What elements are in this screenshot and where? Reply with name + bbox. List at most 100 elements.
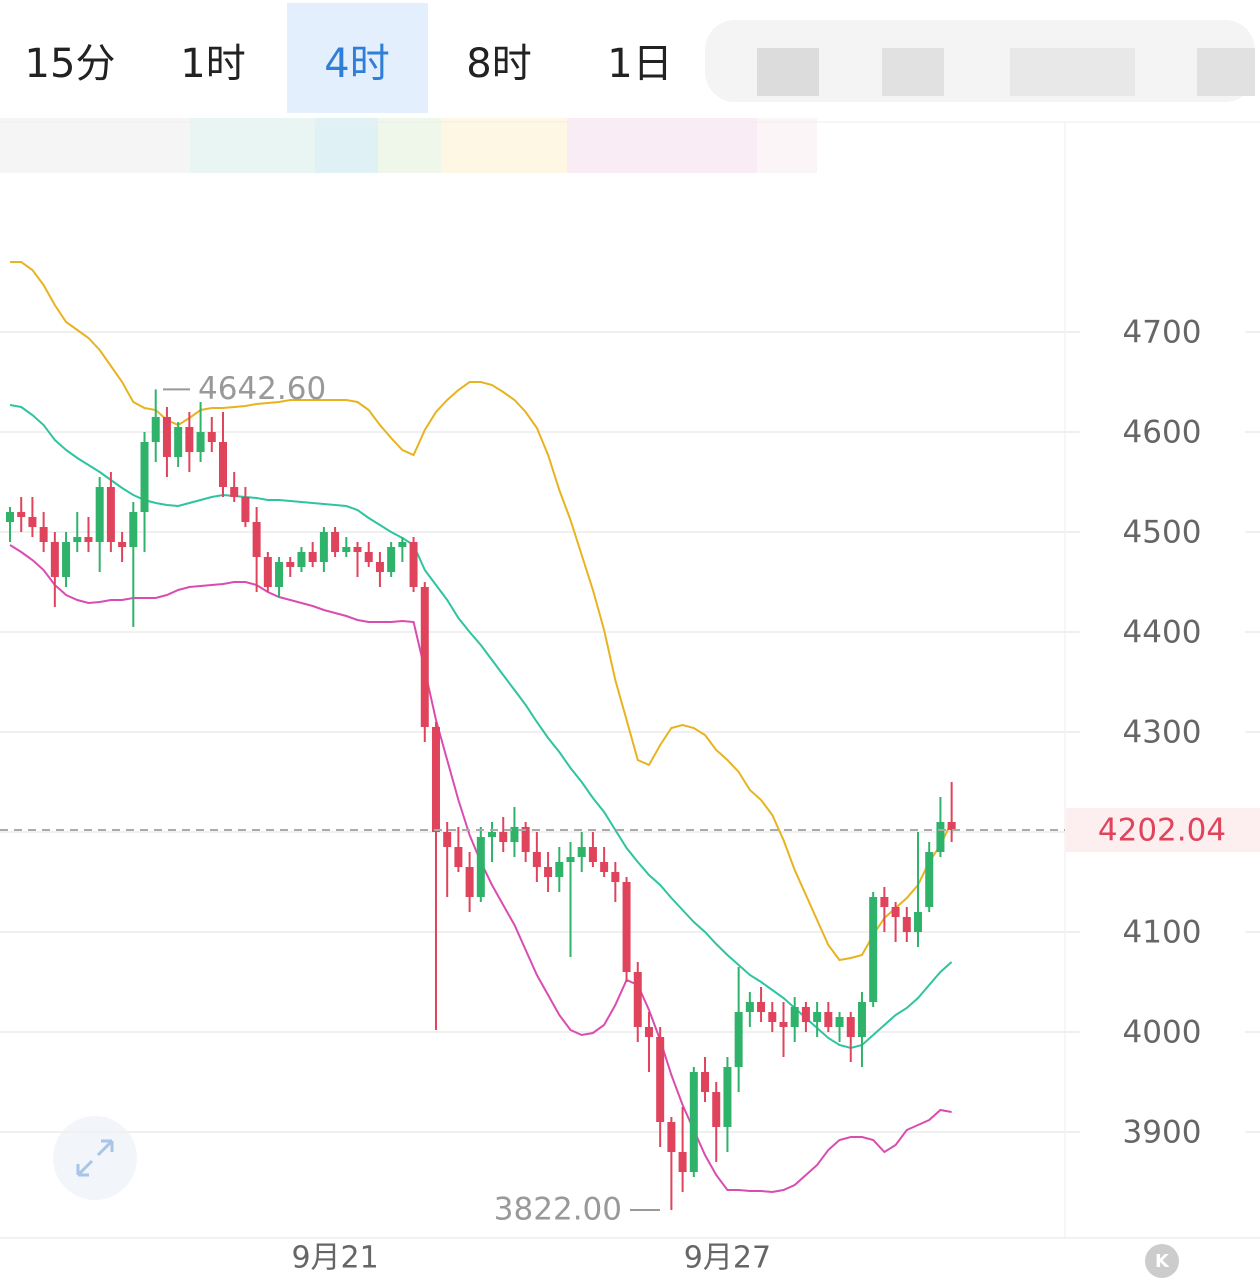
candle-body	[465, 867, 474, 897]
candle-body	[151, 417, 160, 442]
candle-body	[275, 562, 284, 587]
candle-body	[914, 912, 923, 932]
candle-body	[824, 1012, 833, 1027]
candle-body	[73, 537, 82, 542]
candle-body	[308, 552, 317, 562]
candle-body	[622, 882, 631, 972]
candle-body	[768, 1012, 777, 1022]
candle-body	[6, 512, 14, 522]
candle-body	[174, 427, 183, 457]
expand-bg[interactable]	[53, 1116, 137, 1200]
candle-body	[207, 432, 216, 442]
expand-button[interactable]	[53, 1116, 137, 1200]
candle-body	[577, 847, 586, 857]
candle-body	[600, 862, 609, 872]
y-tick-label: 4600	[1123, 415, 1202, 451]
blur	[315, 118, 378, 173]
candle-body	[454, 847, 463, 867]
candle-body	[846, 1017, 855, 1037]
candle-body	[50, 542, 59, 577]
logo: K	[1155, 1251, 1170, 1272]
annotation-label: 3822.00	[494, 1192, 622, 1228]
candle-body	[510, 827, 519, 842]
candle-body	[185, 427, 194, 452]
tab[interactable]: 1时	[180, 41, 245, 87]
candle-body	[84, 537, 93, 542]
candle-body	[869, 897, 878, 1002]
candle-body	[230, 487, 239, 497]
blur	[378, 118, 441, 173]
tab-selected-bg[interactable]	[287, 3, 428, 113]
blur	[1010, 48, 1135, 96]
tab[interactable]: 8时	[466, 41, 531, 87]
candle-body	[499, 832, 508, 842]
expand-icon	[76, 1139, 114, 1177]
candle-body	[62, 542, 71, 577]
candle-body	[745, 1002, 754, 1012]
candle-body	[319, 532, 328, 562]
tab[interactable]: 4时	[324, 41, 389, 87]
y-tick-label: 4000	[1123, 1015, 1202, 1051]
candle-body	[286, 562, 295, 567]
current-price-label: 4202.04	[1098, 812, 1226, 848]
candle-body	[678, 1152, 687, 1172]
candle-body	[39, 527, 48, 542]
x-tick-label: 9月27	[684, 1241, 771, 1276]
candle-body	[95, 487, 104, 542]
candle-body	[162, 417, 171, 457]
candle-body	[409, 542, 418, 587]
candle-body	[835, 1017, 844, 1027]
candle-body	[689, 1072, 698, 1172]
candle-body	[488, 832, 497, 837]
blur	[0, 118, 190, 173]
candle-body	[375, 562, 384, 572]
candle-body	[712, 1092, 721, 1127]
candle-body	[331, 532, 340, 552]
candle-body	[633, 972, 642, 1027]
x-tick-label: 9月21	[291, 1241, 378, 1276]
candle-body	[544, 867, 553, 877]
candle-body	[757, 1002, 766, 1012]
candle-body	[902, 917, 911, 932]
y-tick-label: 4100	[1123, 915, 1202, 951]
y-tick-label: 4300	[1123, 715, 1202, 751]
candle-body	[723, 1067, 732, 1127]
tab[interactable]: 1日	[607, 41, 672, 87]
candle-body	[106, 487, 115, 542]
candle-body	[801, 1007, 810, 1022]
candle-body	[857, 1002, 866, 1037]
blur	[567, 118, 757, 173]
candle-body	[118, 542, 127, 547]
candle-body	[880, 897, 889, 907]
candle-body	[297, 552, 306, 567]
candle-body	[813, 1012, 822, 1022]
candle-body	[936, 822, 945, 852]
blur	[190, 118, 315, 173]
candle-body	[476, 837, 485, 897]
candle-body	[364, 552, 373, 562]
candle-body	[241, 497, 250, 522]
blurred-toolbar	[0, 20, 1255, 173]
tab[interactable]: 15分	[25, 41, 116, 87]
candle-body	[420, 587, 429, 727]
candle-body	[656, 1037, 665, 1122]
candle-body	[342, 547, 351, 552]
candle-body	[353, 547, 362, 552]
blur	[1197, 48, 1255, 96]
candle-body	[218, 442, 227, 487]
candle-body	[644, 1027, 653, 1037]
candle-body	[431, 727, 440, 832]
y-tick-label: 3900	[1123, 1115, 1202, 1151]
candle-body	[196, 432, 205, 452]
candle-body	[443, 832, 452, 847]
candle-body	[734, 1012, 743, 1067]
candle-body	[140, 442, 149, 512]
candle-body	[790, 1007, 799, 1027]
candle-body	[667, 1122, 676, 1152]
candle-body	[263, 557, 272, 587]
y-tick-label: 4700	[1123, 315, 1202, 351]
blur	[441, 118, 567, 173]
candle-body	[252, 522, 261, 557]
